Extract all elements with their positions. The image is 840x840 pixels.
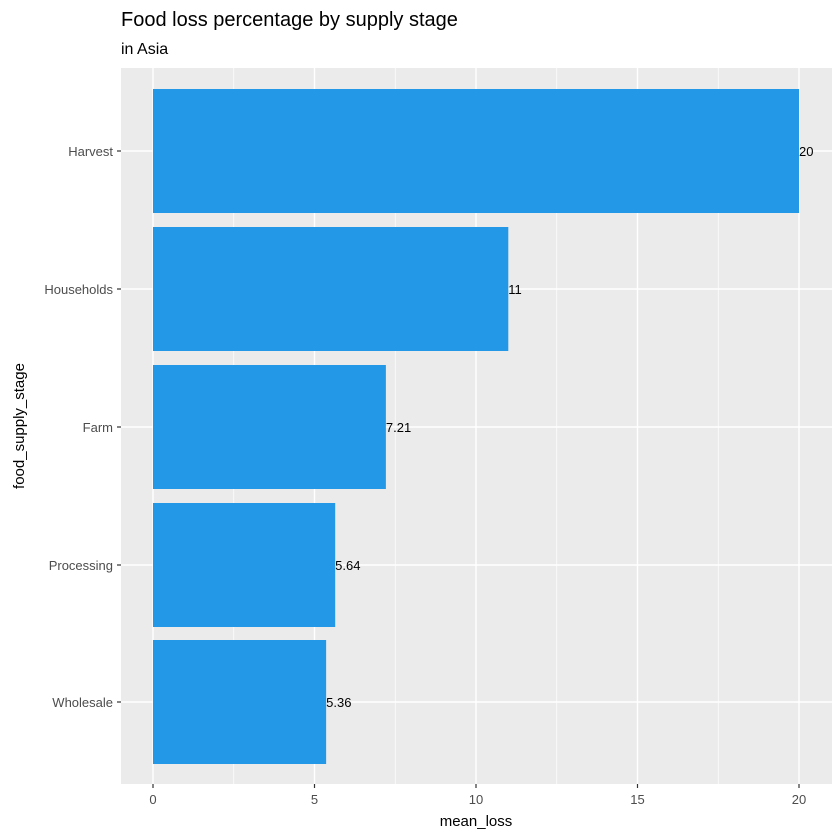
y-tick-label: Harvest xyxy=(68,144,113,159)
y-tick-label: Processing xyxy=(49,558,113,573)
y-axis-title: food_supply_stage xyxy=(11,363,28,489)
x-axis-title: mean_loss xyxy=(440,813,513,830)
data-label-processing: 5.64 xyxy=(335,558,360,573)
data-label-households: 11 xyxy=(508,282,522,297)
x-axis: 0 5 10 15 20 xyxy=(149,784,806,807)
bar-wholesale xyxy=(153,640,327,764)
data-label-harvest: 20 xyxy=(799,144,813,159)
chart-subtitle: in Asia xyxy=(121,41,168,58)
y-tick-label: Households xyxy=(44,282,113,297)
bar-harvest xyxy=(153,89,799,213)
x-tick-label: 5 xyxy=(311,792,318,807)
bars xyxy=(153,89,799,764)
data-labels: 20 11 7.21 5.64 5.36 xyxy=(326,144,813,710)
y-axis: Harvest Households Farm Processing Wholesale xyxy=(44,144,121,710)
x-tick-label: 15 xyxy=(630,792,644,807)
x-tick-label: 20 xyxy=(792,792,806,807)
y-tick-label: Farm xyxy=(83,420,113,435)
data-label-wholesale: 5.36 xyxy=(326,695,351,710)
bar-farm xyxy=(153,365,386,489)
data-label-farm: 7.21 xyxy=(386,420,411,435)
chart-title: Food loss percentage by supply stage xyxy=(121,9,458,31)
y-tick-label: Wholesale xyxy=(52,695,113,710)
bar-households xyxy=(153,227,509,351)
bar-processing xyxy=(153,503,336,627)
x-tick-label: 0 xyxy=(149,792,156,807)
x-tick-label: 10 xyxy=(469,792,483,807)
